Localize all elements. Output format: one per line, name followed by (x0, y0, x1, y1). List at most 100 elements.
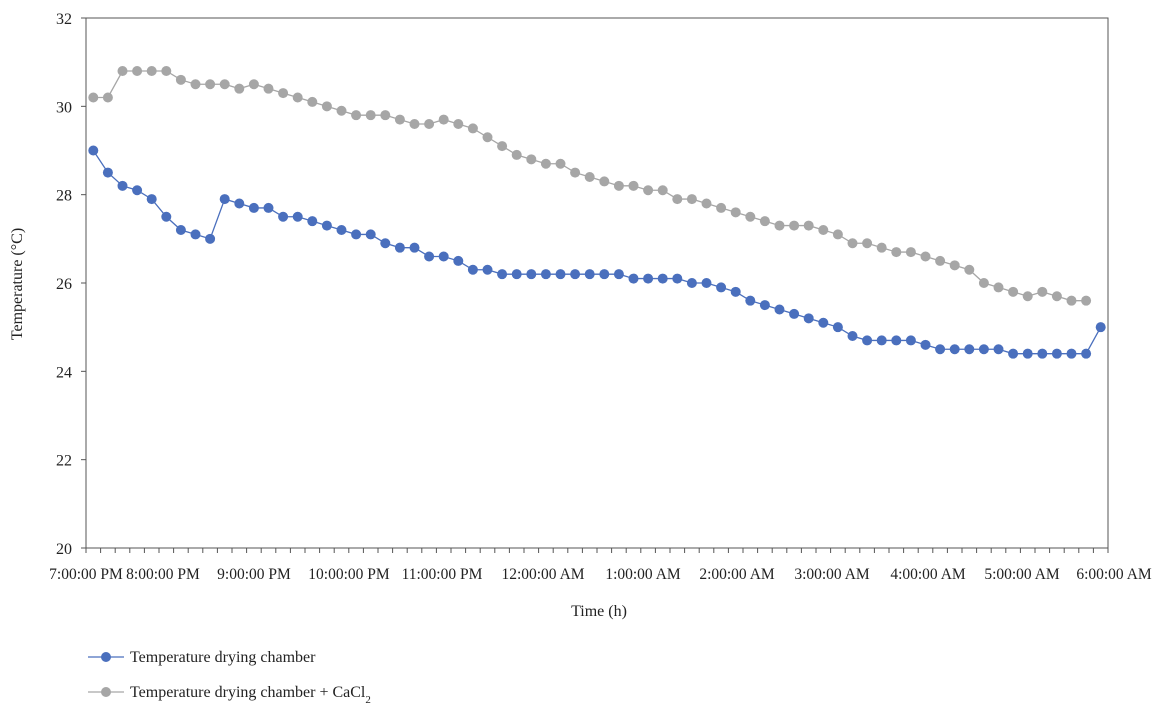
data-point (978, 344, 989, 355)
data-point (555, 269, 566, 280)
data-point (394, 242, 405, 253)
data-point (905, 335, 916, 346)
data-point (803, 220, 814, 231)
data-point (1081, 348, 1092, 359)
data-point (278, 88, 289, 99)
x-axis-title: Time (h) (571, 603, 627, 620)
data-point (380, 238, 391, 249)
data-point (1051, 348, 1062, 359)
y-tick-label: 24 (56, 364, 72, 381)
data-point (964, 264, 975, 275)
data-point (307, 216, 318, 227)
data-point (935, 255, 946, 266)
data-point (365, 110, 376, 121)
data-point (759, 216, 770, 227)
x-tick-label: 3:00:00 AM (794, 566, 870, 583)
data-point (117, 180, 128, 191)
data-point (643, 185, 654, 196)
data-point (832, 322, 843, 333)
data-point (307, 96, 318, 107)
data-point (613, 269, 624, 280)
data-point (1095, 322, 1106, 333)
legend-label: Temperature drying chamber (130, 649, 316, 666)
series-1 (88, 145, 1106, 359)
x-tick-label: 10:00:00 PM (308, 566, 390, 583)
data-point (993, 344, 1004, 355)
data-point (657, 273, 668, 284)
data-point (234, 198, 245, 209)
data-point (949, 344, 960, 355)
data-point (190, 229, 201, 240)
data-point (643, 273, 654, 284)
data-point (409, 242, 420, 253)
x-tick-label: 9:00:00 PM (217, 566, 291, 583)
legend-label: Temperature drying chamber + CaCl2 (130, 684, 371, 705)
data-point (862, 335, 873, 346)
data-point (482, 132, 493, 143)
data-point (1008, 286, 1019, 297)
data-point (453, 119, 464, 129)
data-point (759, 300, 770, 311)
y-tick-label: 32 (56, 11, 72, 28)
data-point (102, 92, 113, 103)
x-tick-label: 8:00:00 PM (126, 566, 200, 583)
y-axis-title: Temperature (°C) (9, 228, 26, 340)
data-point (292, 211, 303, 222)
data-point (657, 185, 668, 196)
data-point (628, 180, 639, 191)
data-point (234, 83, 245, 94)
data-point (701, 198, 712, 209)
data-point (511, 269, 522, 280)
data-point (88, 145, 99, 156)
data-point (949, 260, 960, 271)
series-layer (88, 66, 1106, 359)
y-tick-label: 28 (56, 188, 72, 205)
data-point (920, 339, 931, 350)
x-axis: 7:00:00 PM 8:00:00 PM 9:00:00 PM 10:00:00 P… (49, 548, 1152, 583)
legend-item-1: Temperature drying chamber (88, 649, 316, 666)
data-point (1066, 295, 1077, 306)
data-point (409, 119, 420, 129)
data-point (190, 79, 201, 90)
data-point (584, 269, 595, 280)
x-tick-label: 11:00:00 PM (402, 566, 483, 583)
data-point (467, 123, 478, 134)
data-point (497, 269, 508, 280)
x-tick-label: 12:00:00 AM (501, 566, 584, 583)
data-point (891, 335, 902, 346)
y-tick-label: 20 (56, 541, 72, 558)
data-point (205, 233, 216, 244)
data-point (1066, 348, 1077, 359)
data-point (1022, 348, 1033, 359)
data-point (672, 273, 683, 284)
data-point (730, 207, 741, 218)
data-point (745, 295, 756, 306)
data-point (803, 313, 814, 324)
legend-item-2: Temperature drying chamber + CaCl2 (88, 684, 371, 705)
data-point (263, 202, 274, 213)
data-point (599, 176, 610, 187)
data-point (891, 247, 902, 258)
data-point (540, 158, 551, 169)
data-point (365, 229, 376, 240)
data-point (351, 110, 362, 121)
data-point (1037, 348, 1048, 359)
data-point (497, 141, 508, 152)
data-point (424, 119, 435, 129)
data-point (584, 172, 595, 182)
data-point (745, 211, 756, 222)
series-2 (88, 66, 1092, 306)
data-point (555, 158, 566, 169)
data-point (248, 79, 259, 90)
data-point (102, 167, 113, 178)
series-line (93, 70, 1087, 302)
data-point (570, 269, 581, 280)
data-point (716, 202, 727, 213)
data-point (1008, 348, 1019, 359)
data-point (380, 110, 391, 121)
plot-border (85, 17, 1109, 549)
data-point (686, 278, 697, 288)
data-point (540, 269, 551, 280)
data-point (336, 225, 347, 235)
data-point (132, 185, 143, 196)
